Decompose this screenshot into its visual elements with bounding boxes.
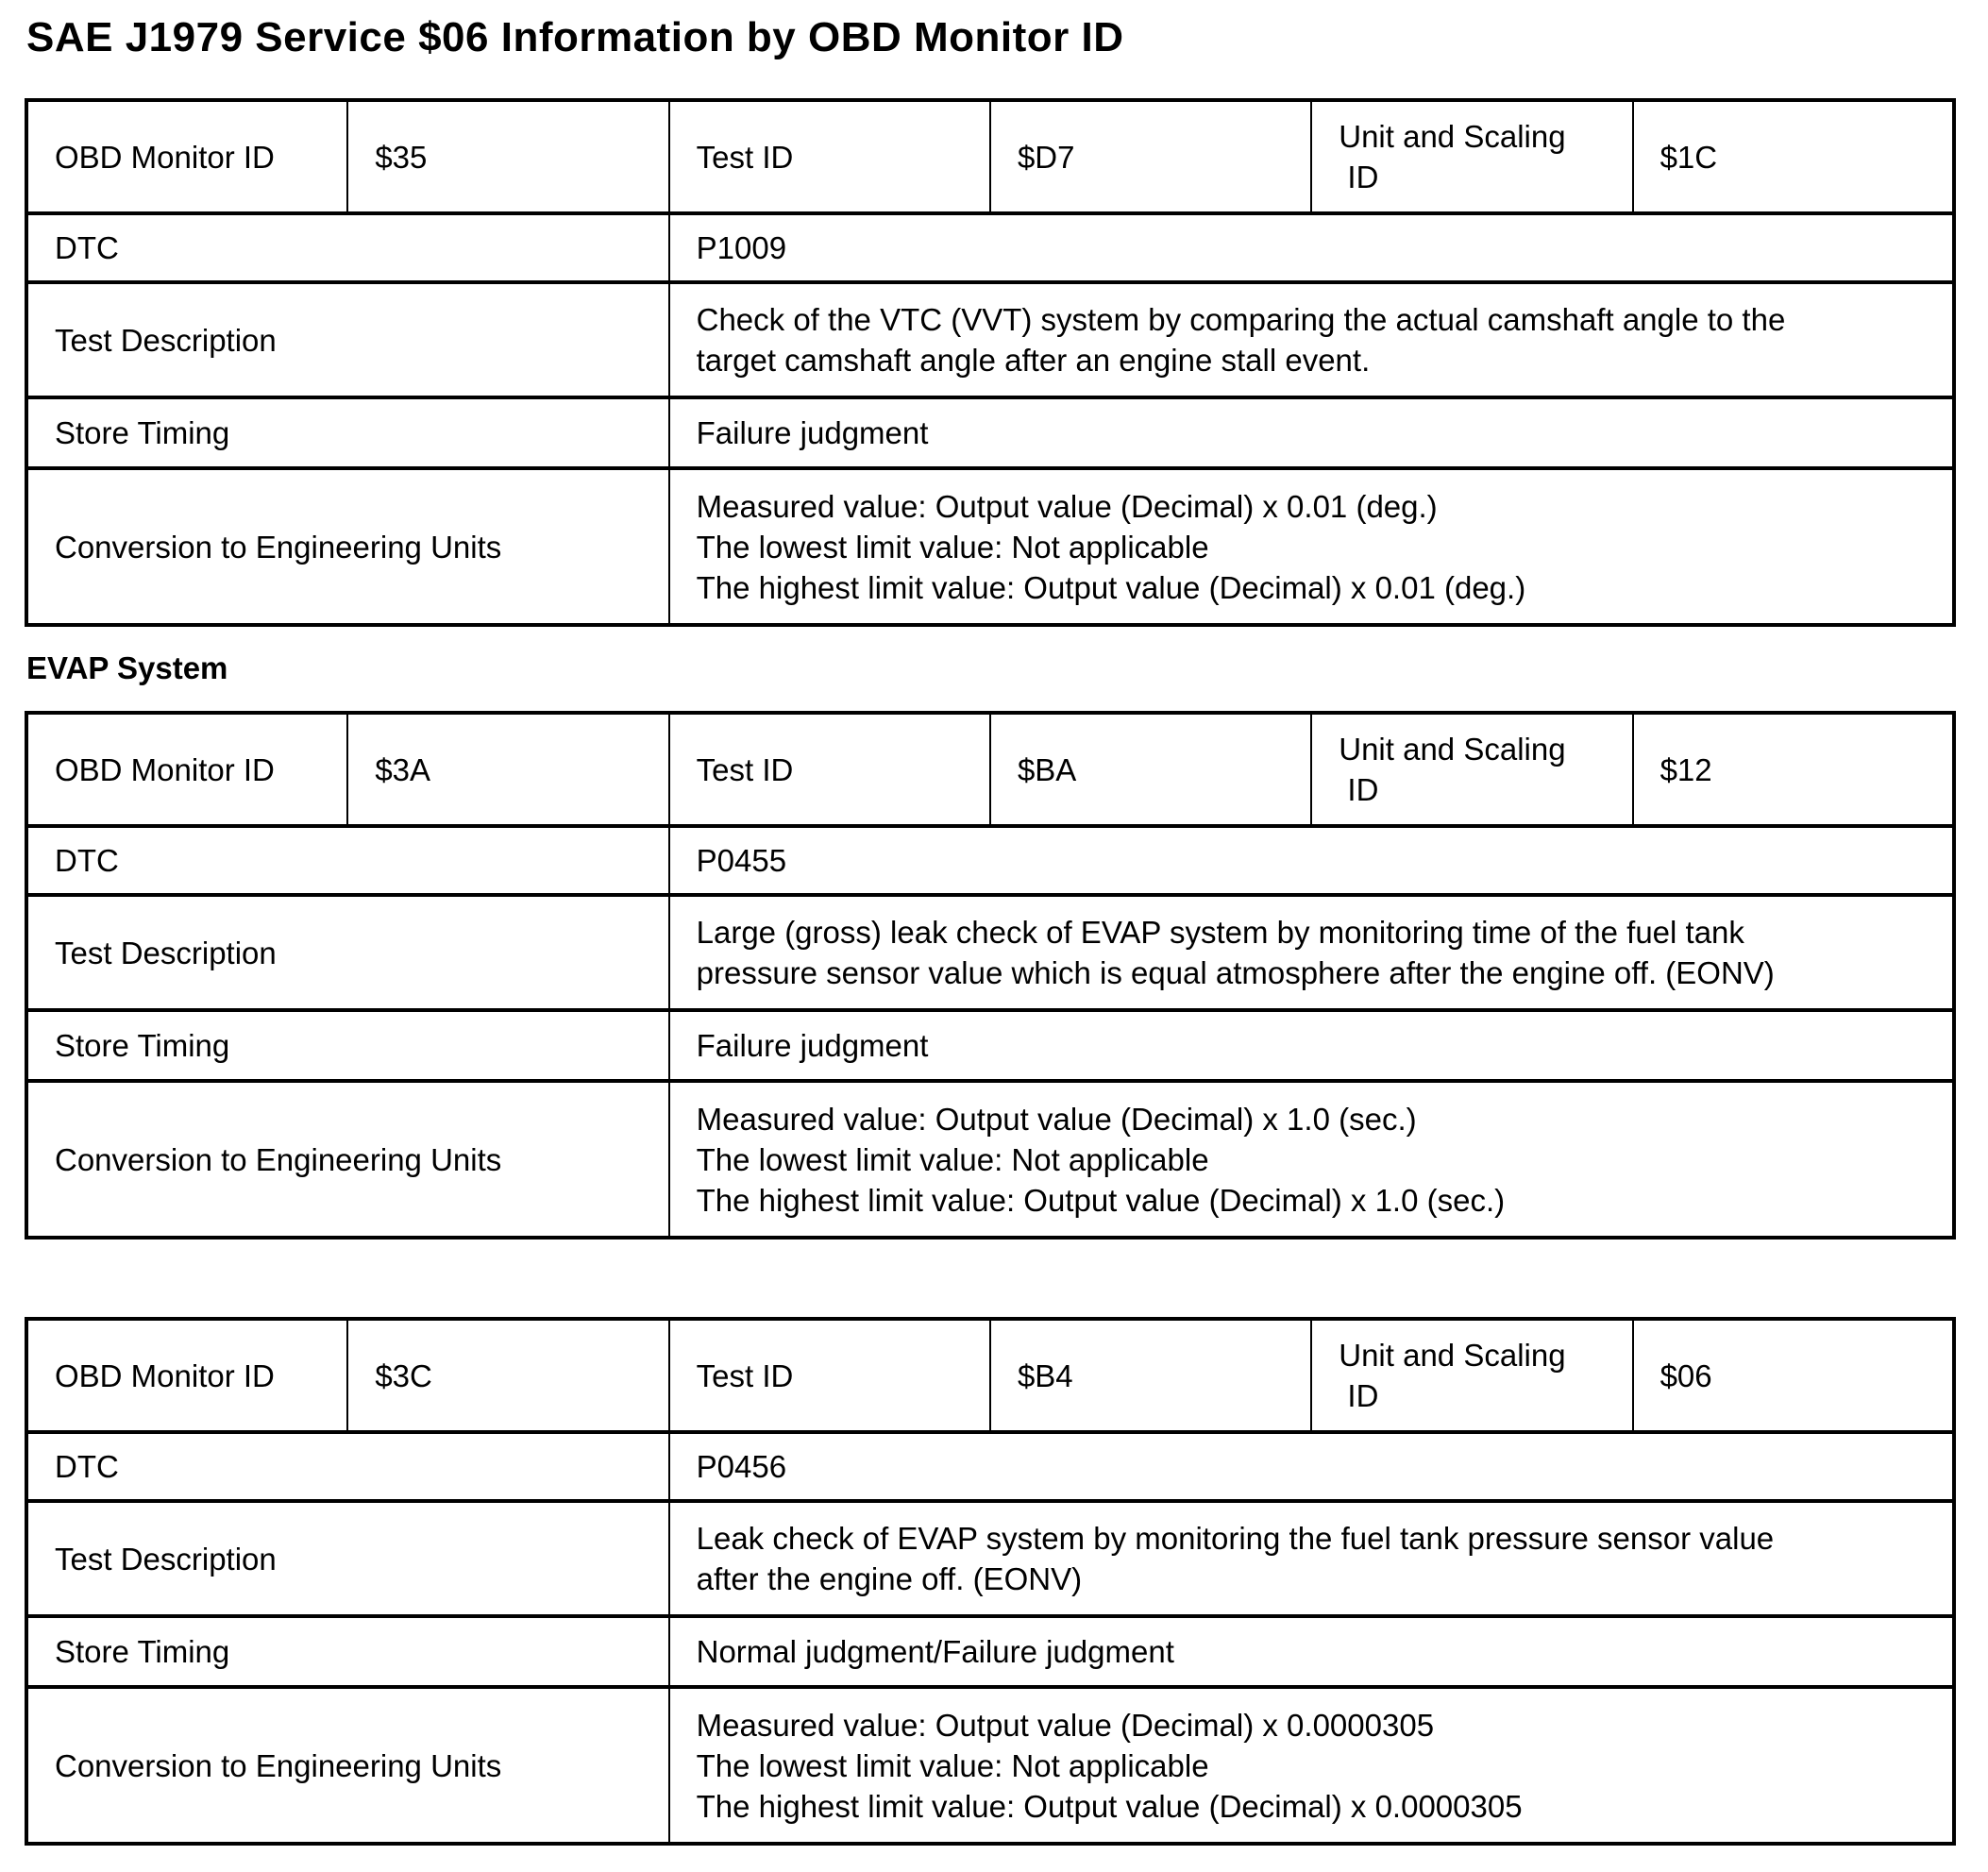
test-description-value: Check of the VTC (VVT) system by compari… <box>667 280 1956 399</box>
table-row: OBD Monitor ID $3C Test ID $B4 Unit and … <box>25 1317 1956 1434</box>
dtc-label: DTC <box>25 211 670 284</box>
table-row: Conversion to Engineering Units Measured… <box>25 1079 1956 1240</box>
test-id-value: $D7 <box>988 98 1313 215</box>
dtc-value: P1009 <box>667 211 1956 284</box>
store-timing-value: Normal judgment/Failure judgment <box>667 1614 1956 1689</box>
unit-scaling-id-label: Unit and Scaling ID <box>1310 1317 1634 1434</box>
table-row: Test Description Check of the VTC (VVT) … <box>25 280 1956 399</box>
section-heading-evap-system: EVAP System <box>26 650 228 685</box>
store-timing-label: Store Timing <box>25 396 670 470</box>
obd-monitor-table-35: OBD Monitor ID $35 Test ID $D7 Unit and … <box>25 98 1956 627</box>
test-id-value: $BA <box>988 711 1313 828</box>
obd-monitor-table-3a: OBD Monitor ID $3A Test ID $BA Unit and … <box>25 711 1956 1240</box>
table-row: Store Timing Failure judgment <box>25 1008 1956 1083</box>
obd-monitor-id-label: OBD Monitor ID <box>25 1317 349 1434</box>
store-timing-value: Failure judgment <box>667 396 1956 470</box>
test-id-label: Test ID <box>667 1317 991 1434</box>
obd-monitor-id-label: OBD Monitor ID <box>25 98 349 215</box>
test-description-label: Test Description <box>25 1499 670 1618</box>
table-row: DTC P0456 <box>25 1430 1956 1503</box>
unit-scaling-id-label: Unit and Scaling ID <box>1310 711 1634 828</box>
obd-monitor-id-label: OBD Monitor ID <box>25 711 349 828</box>
dtc-label: DTC <box>25 1430 670 1503</box>
test-description-label: Test Description <box>25 893 670 1012</box>
dtc-label: DTC <box>25 824 670 897</box>
conversion-label: Conversion to Engineering Units <box>25 1079 670 1240</box>
obd-monitor-id-value: $35 <box>346 98 670 215</box>
obd-monitor-id-value: $3C <box>346 1317 670 1434</box>
unit-scaling-id-value: $12 <box>1631 711 1956 828</box>
table-row: Store Timing Failure judgment <box>25 396 1956 470</box>
conversion-value: Measured value: Output value (Decimal) x… <box>667 466 1956 627</box>
unit-scaling-id-value: $06 <box>1631 1317 1956 1434</box>
table-row: Store Timing Normal judgment/Failure jud… <box>25 1614 1956 1689</box>
table-row: DTC P0455 <box>25 824 1956 897</box>
unit-scaling-id-value: $1C <box>1631 98 1956 215</box>
test-description-value: Leak check of EVAP system by monitoring … <box>667 1499 1956 1618</box>
store-timing-label: Store Timing <box>25 1008 670 1083</box>
table-row: OBD Monitor ID $3A Test ID $BA Unit and … <box>25 711 1956 828</box>
conversion-value: Measured value: Output value (Decimal) x… <box>667 1685 1956 1846</box>
test-description-value: Large (gross) leak check of EVAP system … <box>667 893 1956 1012</box>
table-row: Conversion to Engineering Units Measured… <box>25 466 1956 627</box>
store-timing-label: Store Timing <box>25 1614 670 1689</box>
table-row: Test Description Large (gross) leak chec… <box>25 893 1956 1012</box>
obd-monitor-table-3c: OBD Monitor ID $3C Test ID $B4 Unit and … <box>25 1317 1956 1846</box>
conversion-label: Conversion to Engineering Units <box>25 1685 670 1846</box>
dtc-value: P0456 <box>667 1430 1956 1503</box>
obd-monitor-id-value: $3A <box>346 711 670 828</box>
unit-scaling-id-label: Unit and Scaling ID <box>1310 98 1634 215</box>
table-row: OBD Monitor ID $35 Test ID $D7 Unit and … <box>25 98 1956 215</box>
test-description-label: Test Description <box>25 280 670 399</box>
table-row: DTC P1009 <box>25 211 1956 284</box>
table-row: Conversion to Engineering Units Measured… <box>25 1685 1956 1846</box>
table-spacer <box>25 1240 1960 1317</box>
page-title: SAE J1979 Service $06 Information by OBD… <box>26 14 1124 60</box>
test-id-value: $B4 <box>988 1317 1313 1434</box>
table-row: Test Description Leak check of EVAP syst… <box>25 1499 1956 1618</box>
conversion-value: Measured value: Output value (Decimal) x… <box>667 1079 1956 1240</box>
test-id-label: Test ID <box>667 98 991 215</box>
dtc-value: P0455 <box>667 824 1956 897</box>
store-timing-value: Failure judgment <box>667 1008 1956 1083</box>
conversion-label: Conversion to Engineering Units <box>25 466 670 627</box>
test-id-label: Test ID <box>667 711 991 828</box>
